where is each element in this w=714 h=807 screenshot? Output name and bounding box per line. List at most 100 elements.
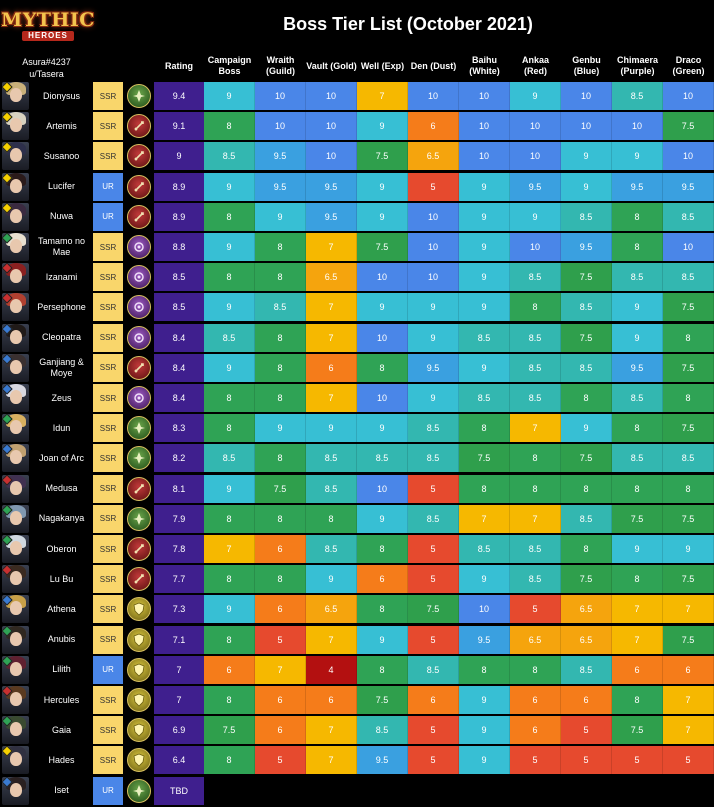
score-campaign-boss: 7.5 <box>204 716 255 745</box>
score-den-dust: 8.5 <box>408 414 459 443</box>
author-credit: Asura#4237 u/Tasera <box>0 56 93 80</box>
tank-class-icon <box>123 746 154 774</box>
overall-rating: 8.2 <box>154 444 204 473</box>
score-well-exp: 8 <box>357 353 408 382</box>
rarity-badge: SSR <box>93 535 123 563</box>
rarity-badge: SSR <box>93 595 123 624</box>
score-wraith-guild: 6 <box>255 716 306 745</box>
score-campaign-boss: 9 <box>204 293 255 322</box>
score-draco-green: 8 <box>663 474 714 503</box>
score-genbu-blue: 7.5 <box>561 323 612 352</box>
score-draco-green: 6 <box>663 655 714 684</box>
score-wraith-guild: 10 <box>255 82 306 110</box>
score-campaign-boss: 7 <box>204 535 255 563</box>
tank-class-icon <box>123 686 154 714</box>
score-campaign-boss: 8 <box>204 625 255 654</box>
score-baihu-white: 10 <box>459 82 510 110</box>
score-chimaera-purple: 8 <box>612 474 663 503</box>
score-baihu-white: 8.5 <box>459 535 510 563</box>
score-vault-gold: 7 <box>306 746 357 775</box>
control-class-icon <box>123 293 154 321</box>
hero-row: Nuwa UR 8.9 8 9 9.5 9 10 9 9 8.5 8 8.5 <box>0 202 714 231</box>
hero-row: Lu Bu SSR 7.7 8 8 9 6 5 9 8.5 7.5 8 7.5 <box>0 565 714 594</box>
score-campaign-boss: 8.5 <box>204 142 255 171</box>
overall-rating: 9.1 <box>154 112 204 141</box>
hero-row: Tamamo no Mae SSR 8.8 9 8 7 7.5 10 9 10 9.5 8 10 <box>0 233 714 261</box>
hero-portrait <box>2 293 29 322</box>
overall-rating: 8.9 <box>154 202 204 231</box>
score-wraith-guild: 5 <box>255 746 306 775</box>
score-chimaera-purple: 7 <box>612 625 663 654</box>
hero-name: Gaia <box>51 724 71 735</box>
score-den-dust: 10 <box>408 233 459 261</box>
hero-name: Hades <box>48 754 75 765</box>
score-draco-green: 8 <box>663 323 714 352</box>
hero-name: Lu Bu <box>49 573 74 584</box>
score-campaign-boss: 8.5 <box>204 323 255 352</box>
header-baihu-white: Baihu (White) <box>469 55 500 76</box>
hero-name: Cleopatra <box>41 332 82 343</box>
hero-row: Cleopatra SSR 8.4 8.5 8 7 10 9 8.5 8.5 7.5 9 8 <box>0 323 714 352</box>
score-ankaa-red: 8.5 <box>510 353 561 382</box>
control-class-icon <box>123 324 154 352</box>
hero-portrait <box>2 202 29 231</box>
header-draco-green: Draco (Green) <box>672 55 705 76</box>
score-genbu-blue: 8.5 <box>561 655 612 684</box>
score-campaign-boss: 9 <box>204 233 255 261</box>
score-draco-green: 5 <box>663 746 714 775</box>
score-campaign-boss: 9 <box>204 82 255 110</box>
score-chimaera-purple: 9.5 <box>612 353 663 382</box>
score-well-exp: 8 <box>357 655 408 684</box>
score-chimaera-purple: 9 <box>612 293 663 322</box>
score-wraith-guild: 6 <box>255 595 306 624</box>
score-den-dust: 10 <box>408 202 459 231</box>
score-well-exp: 7 <box>357 82 408 110</box>
score-draco-green: 7 <box>663 686 714 714</box>
score-baihu-white: 9 <box>459 565 510 594</box>
hero-name: Medusa <box>45 483 78 494</box>
overall-rating: 9.4 <box>154 82 204 110</box>
score-baihu-white: 10 <box>459 595 510 624</box>
overall-rating: 7.1 <box>154 625 204 654</box>
score-well-exp: 7.5 <box>357 233 408 261</box>
overall-rating: 8.3 <box>154 414 204 443</box>
score-draco-green: 7.5 <box>663 414 714 443</box>
score-vault-gold: 9.5 <box>306 172 357 201</box>
support-class-icon <box>123 414 154 442</box>
hero-portrait <box>2 776 29 805</box>
score-vault-gold: 6 <box>306 686 357 714</box>
logo-sub-text: HEROES <box>22 31 74 41</box>
score-vault-gold: 10 <box>306 142 357 171</box>
score-genbu-blue: 10 <box>561 82 612 110</box>
hero-row: Gaia SSR 6.9 7.5 6 7 8.5 5 9 6 5 7.5 7 <box>0 716 714 745</box>
hero-row: Lilith UR 7 6 7 4 8 8.5 8 8 8.5 6 6 <box>0 655 714 684</box>
score-chimaera-purple: 5 <box>612 746 663 775</box>
overall-rating: 6.9 <box>154 716 204 745</box>
score-den-dust: 7.5 <box>408 595 459 624</box>
score-chimaera-purple: 9.5 <box>612 172 663 201</box>
hero-name: Athena <box>47 603 76 614</box>
header-wraith-guild: Wraith (Guild) <box>266 55 295 76</box>
score-vault-gold: 10 <box>306 112 357 141</box>
score-genbu-blue: 9 <box>561 414 612 443</box>
score-baihu-white: 8 <box>459 655 510 684</box>
score-draco-green: 8.5 <box>663 202 714 231</box>
hero-row: Artemis SSR 9.1 8 10 10 9 6 10 10 10 10 7.5 <box>0 112 714 141</box>
score-well-exp: 9 <box>357 293 408 322</box>
hero-row: Persephone SSR 8.5 9 8.5 7 9 9 9 8 8.5 9 7.5 <box>0 293 714 322</box>
score-baihu-white: 8 <box>459 414 510 443</box>
score-ankaa-red: 8 <box>510 474 561 503</box>
hero-row: Hades SSR 6.4 8 5 7 9.5 5 9 5 5 5 5 <box>0 746 714 775</box>
score-ankaa-red: 8.5 <box>510 263 561 292</box>
score-ankaa-red: 6 <box>510 716 561 745</box>
hero-portrait <box>2 716 29 745</box>
rarity-badge: SSR <box>93 142 123 171</box>
score-chimaera-purple: 9 <box>612 535 663 563</box>
score-baihu-white: 7.5 <box>459 444 510 473</box>
score-ankaa-red: 8.5 <box>510 384 561 412</box>
hero-row: Iset UR TBD <box>0 776 714 805</box>
score-campaign-boss: 9 <box>204 474 255 503</box>
hero-portrait <box>2 323 29 352</box>
score-chimaera-purple: 8.5 <box>612 263 663 292</box>
